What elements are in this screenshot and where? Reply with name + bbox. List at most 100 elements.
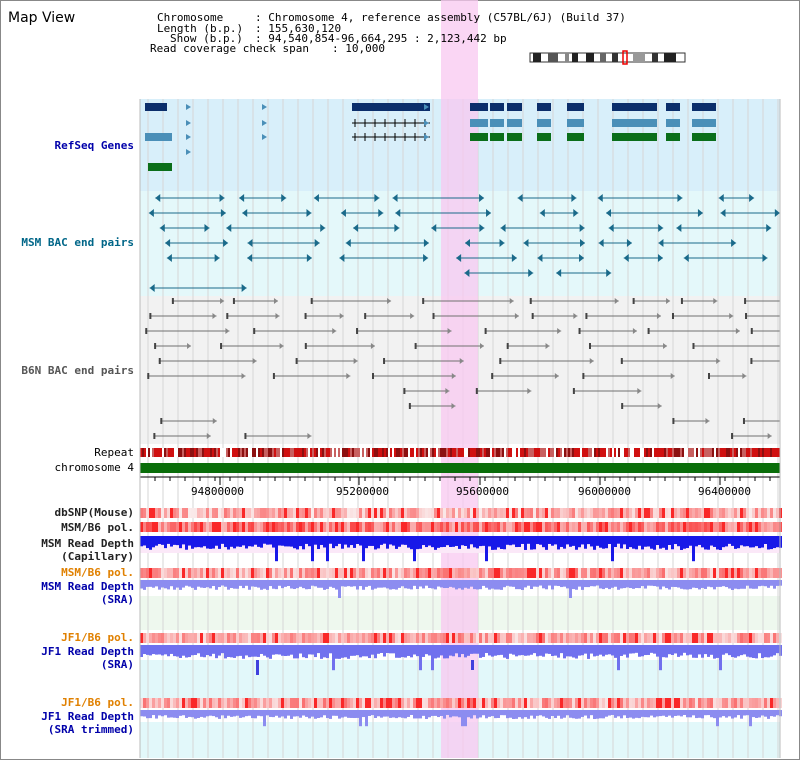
read-depth-bar xyxy=(398,645,401,658)
read-depth-bar xyxy=(593,645,596,657)
polymorphism-cell xyxy=(254,698,257,708)
polymorphism-cell xyxy=(464,633,467,643)
polymorphism-cell xyxy=(650,508,653,518)
polymorphism-cell xyxy=(485,633,488,643)
repeat-segment xyxy=(602,448,604,457)
read-depth-bar xyxy=(611,710,614,715)
b6n-bac-end xyxy=(171,298,174,304)
read-depth-bar xyxy=(302,580,305,589)
repeat-segment xyxy=(698,448,700,457)
msm-bac-end xyxy=(774,209,780,217)
axis-tick-label: 95200000 xyxy=(336,485,389,498)
read-depth-bar xyxy=(686,580,689,590)
polymorphism-cell xyxy=(449,522,452,532)
read-depth-bar xyxy=(302,536,305,550)
polymorphism-cell xyxy=(737,568,740,578)
polymorphism-cell xyxy=(479,633,482,643)
polymorphism-cell xyxy=(755,633,758,643)
polymorphism-cell xyxy=(488,508,491,518)
read-depth-bar xyxy=(686,536,689,549)
repeat-segment xyxy=(208,448,210,457)
read-depth-bar xyxy=(452,645,455,657)
polymorphism-cell xyxy=(422,568,425,578)
read-depth-bar xyxy=(578,645,581,656)
polymorphism-cell xyxy=(155,522,158,532)
polymorphism-cell xyxy=(170,508,173,518)
read-depth-bar xyxy=(290,710,293,719)
read-depth-bar xyxy=(578,580,581,587)
track-label-msm-bac[interactable]: MSM BAC end pairs xyxy=(21,236,134,249)
read-depth-bar xyxy=(731,536,734,546)
repeat-segment xyxy=(632,448,634,457)
repeat-segment xyxy=(348,448,350,457)
polymorphism-cell xyxy=(674,698,677,708)
repeat-segment xyxy=(556,448,558,457)
read-depth-bar xyxy=(719,536,722,550)
polymorphism-cell xyxy=(671,698,674,708)
polymorphism-cell xyxy=(341,522,344,532)
polymorphism-cell xyxy=(644,698,647,708)
repeat-segment xyxy=(712,448,714,457)
read-depth-bar xyxy=(173,645,176,657)
polymorphism-cell xyxy=(656,508,659,518)
polymorphism-cell xyxy=(566,508,569,518)
read-depth-bar xyxy=(191,710,194,718)
polymorphism-cell xyxy=(506,633,509,643)
read-depth-bar xyxy=(377,710,380,717)
read-depth-bar xyxy=(761,645,764,659)
polymorphism-cell xyxy=(560,698,563,708)
read-depth-bar xyxy=(755,710,758,718)
polymorphism-cell xyxy=(476,522,479,532)
polymorphism-cell xyxy=(200,633,203,643)
b6n-bac-end xyxy=(149,313,152,319)
track-label-refseq[interactable]: RefSeq Genes xyxy=(54,139,134,152)
polymorphism-cell xyxy=(281,568,284,578)
read-depth-bar xyxy=(755,536,758,547)
repeat-segment xyxy=(644,448,646,457)
gene-strand-arrow xyxy=(186,149,191,155)
polymorphism-cell xyxy=(698,508,701,518)
polymorphism-cell xyxy=(632,568,635,578)
polymorphism-cell xyxy=(569,698,572,708)
polymorphism-cell xyxy=(383,522,386,532)
repeat-segment xyxy=(442,448,444,457)
polymorphism-cell xyxy=(365,508,368,518)
polymorphism-cell xyxy=(572,568,575,578)
read-depth-bar xyxy=(548,645,551,654)
polymorphism-cell xyxy=(383,508,386,518)
polymorphism-cell xyxy=(254,522,257,532)
gene-block xyxy=(490,119,504,127)
track-label-b6n-bac[interactable]: B6N BAC end pairs xyxy=(21,364,134,377)
read-depth-bar xyxy=(146,645,149,655)
repeat-segment xyxy=(462,448,464,457)
polymorphism-cell xyxy=(344,568,347,578)
polymorphism-cell xyxy=(197,568,200,578)
polymorphism-cell xyxy=(485,698,488,708)
polymorphism-cell xyxy=(500,698,503,708)
read-depth-bar xyxy=(389,645,392,654)
gene-block xyxy=(145,103,167,111)
polymorphism-cell xyxy=(365,522,368,532)
polymorphism-cell xyxy=(608,508,611,518)
polymorphism-cell xyxy=(272,568,275,578)
read-depth-bar xyxy=(764,710,767,717)
polymorphism-cell xyxy=(608,522,611,532)
repeat-segment xyxy=(252,448,254,457)
repeat-segment xyxy=(376,448,378,457)
read-depth-bar xyxy=(278,536,281,546)
read-depth-bar xyxy=(698,710,701,718)
read-depth-bar xyxy=(740,645,743,656)
read-depth-bar xyxy=(665,580,668,589)
msm-bac-end xyxy=(166,254,172,262)
repeat-segment xyxy=(752,448,754,457)
read-depth-bar xyxy=(707,710,710,716)
repeat-segment xyxy=(218,448,220,457)
polymorphism-cell xyxy=(167,568,170,578)
read-depth-bar xyxy=(317,580,320,588)
repeat-segment xyxy=(498,448,500,457)
polymorphism-cell xyxy=(326,568,329,578)
polymorphism-cell xyxy=(719,508,722,518)
read-depth-bar xyxy=(170,710,173,718)
read-depth-bar xyxy=(701,536,704,548)
